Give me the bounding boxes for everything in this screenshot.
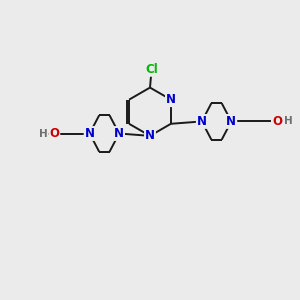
Text: N: N [145,129,155,142]
Text: H: H [39,128,47,139]
Text: N: N [226,115,236,128]
Text: N: N [197,115,207,128]
Text: O: O [272,115,282,128]
Text: N: N [166,93,176,106]
Text: H: H [284,116,292,126]
Text: N: N [85,127,94,140]
Text: N: N [114,127,124,140]
Text: Cl: Cl [145,63,158,76]
Text: O: O [49,127,59,140]
